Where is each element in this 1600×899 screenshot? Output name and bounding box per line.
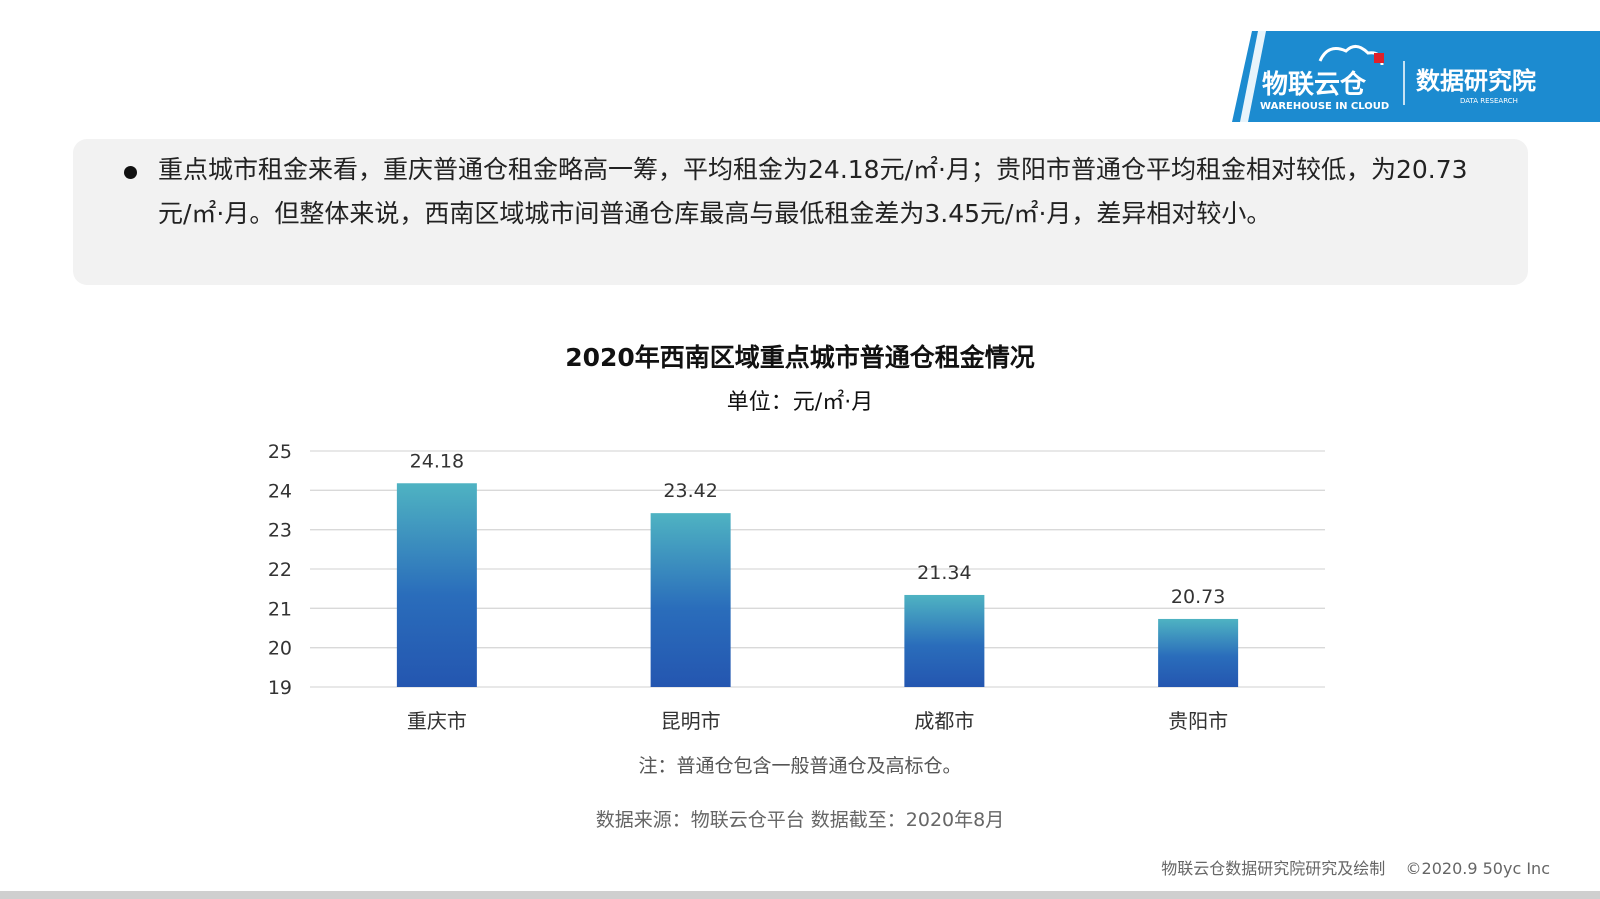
y-tick-label: 21 (268, 598, 292, 620)
y-tick-label: 23 (268, 520, 292, 542)
y-tick-label: 25 (268, 441, 292, 463)
chart-source: 数据来源：物联云仓平台 数据截至：2020年8月 (595, 809, 1005, 831)
y-tick-label: 22 (268, 559, 292, 581)
bottom-bar (0, 891, 1600, 899)
chart-subtitle: 单位：元/㎡·月 (726, 390, 874, 415)
logo-dept-en: DATA RESEARCH (1460, 97, 1518, 105)
footer-credit: 物联云仓数据研究院研究及绘制 ©2020.9 50yc Inc (1161, 859, 1550, 878)
data-label: 24.18 (410, 450, 464, 472)
x-category-label: 重庆市 (407, 709, 467, 733)
logo-dept-cn: 数据研究院 (1416, 67, 1536, 95)
logo-brand-en: WAREHOUSE IN CLOUD (1260, 101, 1389, 112)
summary-box: 重点城市租金来看，重庆普通仓租金略高一筹，平均租金为24.18元/㎡·月；贵阳市… (73, 139, 1528, 285)
x-category-label: 成都市 (914, 709, 974, 733)
y-tick-label: 20 (268, 638, 292, 660)
bar-1 (396, 483, 477, 687)
data-label: 21.34 (917, 562, 971, 584)
bar-3 (904, 594, 985, 687)
chart-note: 注：普通仓包含一般普通仓及高标仓。 (638, 755, 962, 777)
bullet-dot (124, 166, 137, 179)
x-category-label: 昆明市 (661, 709, 721, 733)
y-tick-label: 19 (268, 677, 292, 699)
data-label: 23.42 (663, 480, 717, 502)
summary-text: 重点城市租金来看，重庆普通仓租金略高一筹，平均租金为24.18元/㎡·月；贵阳市… (158, 155, 1468, 228)
bar-4 (1158, 618, 1239, 687)
data-label: 20.73 (1171, 586, 1225, 608)
brand-logo: 物联云仓 WAREHOUSE IN CLOUD 数据研究院 DATA RESEA… (1232, 31, 1600, 122)
bar-2 (650, 513, 731, 687)
x-category-label: 贵阳市 (1168, 709, 1228, 733)
y-tick-label: 24 (268, 480, 292, 502)
chart-title: 2020年西南区域重点城市普通仓租金情况 (565, 343, 1035, 372)
logo-brand-cn: 物联云仓 (1262, 69, 1367, 100)
